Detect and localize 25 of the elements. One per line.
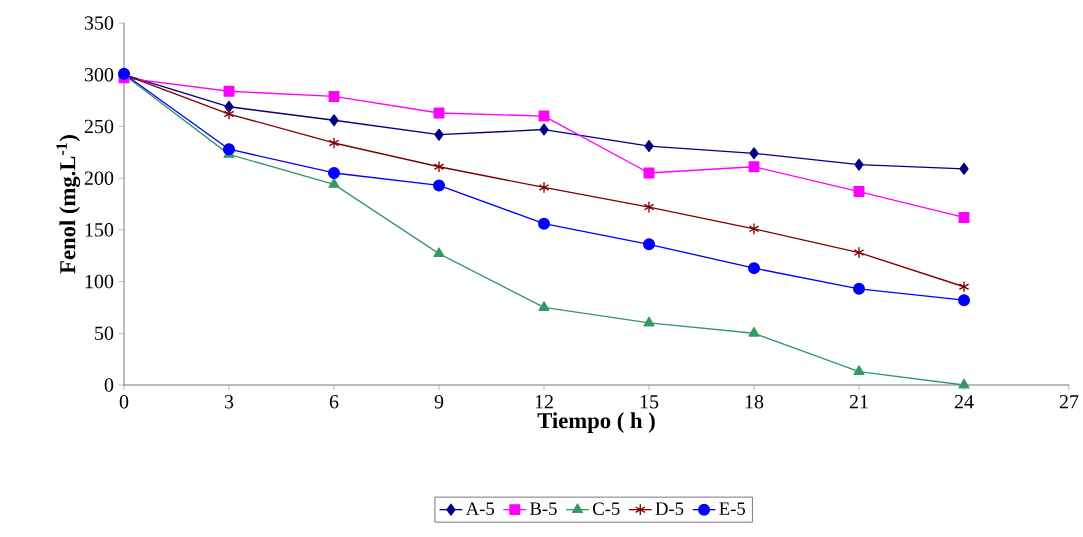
y-tick-label: 150 (85, 223, 114, 237)
x-tick-label: 0 (119, 395, 129, 409)
legend-label: D-5 (655, 502, 684, 515)
y-tick-label: 50 (95, 326, 114, 341)
x-axis-title: Tiempo ( h ) (537, 412, 655, 433)
y-tick-label: 0 (104, 378, 114, 392)
legend-label: E-5 (719, 502, 746, 515)
y-axis-title: Fenol (mg.L$^{-1}$) (56, 135, 81, 274)
legend-label: A-5 (465, 502, 494, 515)
x-tick-label: 15 (640, 395, 659, 409)
y-tick-label: 100 (85, 274, 114, 289)
y-tick-label: 300 (84, 67, 114, 82)
x-tick-label: 3 (224, 395, 234, 409)
x-tick-label: 27 (1059, 395, 1079, 409)
y-tick-label: 200 (84, 171, 114, 185)
legend-label: C-5 (593, 502, 620, 516)
y-tick-label: 350 (84, 16, 114, 30)
x-tick-label: 9 (434, 395, 444, 409)
legend-label: B-5 (530, 502, 557, 515)
x-tick-label: 6 (329, 395, 339, 409)
x-tick-label: 21 (849, 395, 868, 409)
x-tick-label: 12 (535, 395, 553, 409)
x-tick-label: 18 (745, 395, 764, 409)
x-tick-label: 24 (954, 395, 974, 409)
y-tick-label: 250 (84, 119, 114, 134)
